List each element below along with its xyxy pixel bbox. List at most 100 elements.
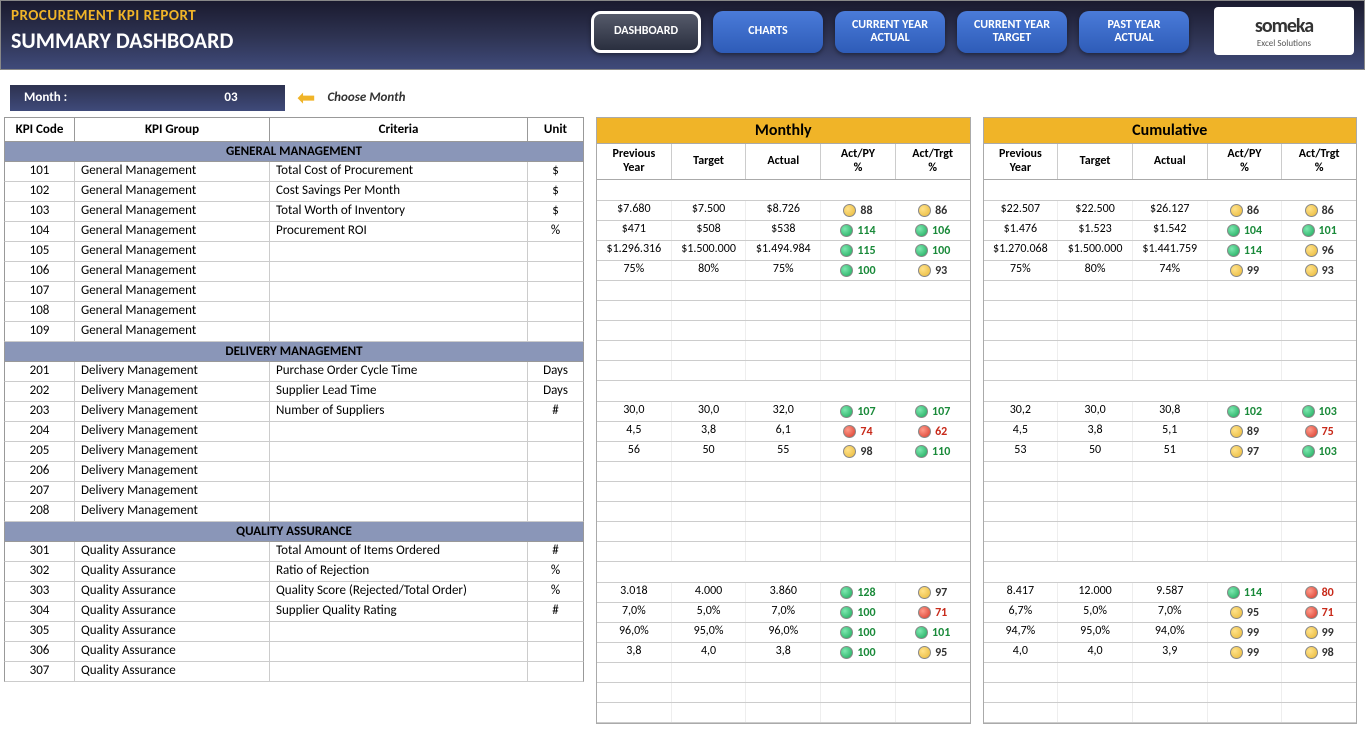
nav-past year[interactable]: PAST YEAR ACTUAL: [1079, 11, 1189, 53]
cell-group: Quality Assurance: [75, 662, 270, 681]
cell-ac: 75%: [746, 261, 821, 280]
cell-code: 303: [5, 582, 75, 601]
blk-col: Act/PY %: [821, 144, 896, 179]
data-row-empty: [597, 703, 970, 723]
cell-unit: %: [528, 582, 583, 601]
data-row-empty: [597, 542, 970, 562]
group-spacer: [597, 562, 970, 583]
nav-dashboard[interactable]: DASHBOARD: [591, 11, 701, 53]
arrow-left-icon: ⬅: [297, 84, 315, 111]
blk-col: Target: [672, 144, 747, 179]
data-row: 96,0%95,0%96,0%100101: [597, 623, 970, 643]
monthly-block: Monthly Previous YearTargetActualAct/PY …: [596, 117, 971, 724]
cell-unit: $: [528, 162, 583, 181]
data-row-empty: [984, 462, 1357, 482]
kpi-table: KPI Code KPI Group Criteria Unit GENERAL…: [4, 117, 584, 724]
cell-py: 4,5: [597, 422, 672, 441]
cell-code: 207: [5, 482, 75, 501]
cell-group: General Management: [75, 242, 270, 261]
indicator: 86: [1282, 201, 1356, 220]
cell-tg: 5,0%: [1058, 603, 1133, 622]
cell-criteria: [270, 442, 528, 461]
cell-unit: [528, 282, 583, 301]
cell-group: Delivery Management: [75, 422, 270, 441]
cell-py: 75%: [597, 261, 672, 280]
cell-py: 94,7%: [984, 623, 1059, 642]
data-row: $1.476$1.523$1.542104101: [984, 221, 1357, 241]
cell-ac: $538: [746, 221, 821, 240]
blk-col: Previous Year: [597, 144, 672, 179]
indicator: 100: [821, 603, 896, 622]
data-row: 8.41712.0009.58711480: [984, 583, 1357, 603]
month-selector[interactable]: Month : 03: [10, 85, 285, 111]
cell-code: 108: [5, 302, 75, 321]
monthly-title: Monthly: [597, 118, 970, 144]
cell-py: $1.296.316: [597, 241, 672, 260]
cell-unit: #: [528, 542, 583, 561]
cell-tg: 80%: [672, 261, 747, 280]
cell-group: General Management: [75, 302, 270, 321]
cell-py: 96,0%: [597, 623, 672, 642]
cell-code: 304: [5, 602, 75, 621]
cell-criteria: [270, 262, 528, 281]
cell-group: Quality Assurance: [75, 542, 270, 561]
indicator: 86: [1208, 201, 1283, 220]
kpi-table-header: KPI Code KPI Group Criteria Unit: [4, 117, 584, 142]
cell-criteria: [270, 242, 528, 261]
group-spacer: [984, 381, 1357, 402]
cell-tg: 4.000: [672, 583, 747, 602]
indicator: 114: [821, 221, 896, 240]
cell-code: 306: [5, 642, 75, 661]
indicator: 99: [1208, 643, 1283, 662]
blk-col: Act/PY %: [1208, 144, 1283, 179]
cell-tg: 95,0%: [1058, 623, 1133, 642]
indicator: 62: [896, 422, 970, 441]
indicator: 93: [1282, 261, 1356, 280]
cell-unit: [528, 622, 583, 641]
cell-py: $1.270.068: [984, 241, 1059, 260]
cell-group: General Management: [75, 202, 270, 221]
cell-unit: [528, 422, 583, 441]
indicator: 100: [821, 623, 896, 642]
cell-code: 305: [5, 622, 75, 641]
cell-ac: 3,8: [746, 643, 821, 662]
indicator: 100: [896, 241, 970, 260]
cell-ac: 7,0%: [1133, 603, 1208, 622]
indicator: 98: [821, 442, 896, 461]
kpi-row: 107General Management: [4, 282, 584, 302]
indicator: 74: [821, 422, 896, 441]
indicator: 80: [1282, 583, 1356, 602]
kpi-row: 306Quality Assurance: [4, 642, 584, 662]
logo-text: someka: [1255, 14, 1313, 38]
cell-tg: $1.500.000: [1058, 241, 1133, 260]
kpi-row: 205Delivery Management: [4, 442, 584, 462]
nav-charts[interactable]: CHARTS: [713, 11, 823, 53]
indicator: 89: [1208, 422, 1283, 441]
data-row: 6,7%5,0%7,0%9571: [984, 603, 1357, 623]
data-row-empty: [597, 502, 970, 522]
cell-ac: 74%: [1133, 261, 1208, 280]
data-row-empty: [984, 341, 1357, 361]
indicator: 100: [821, 643, 896, 662]
cell-tg: 80%: [1058, 261, 1133, 280]
kpi-row: 102General ManagementCost Savings Per Mo…: [4, 182, 584, 202]
cell-group: General Management: [75, 162, 270, 181]
indicator: 86: [896, 201, 970, 220]
cell-tg: 30,0: [1058, 402, 1133, 421]
cell-tg: 30,0: [672, 402, 747, 421]
nav-current year[interactable]: CURRENT YEAR ACTUAL: [835, 11, 945, 53]
col-criteria: Criteria: [270, 118, 528, 141]
cell-tg: 95,0%: [672, 623, 747, 642]
cell-unit: %: [528, 222, 583, 241]
data-row: $471$508$538114106: [597, 221, 970, 241]
cell-group: Delivery Management: [75, 382, 270, 401]
indicator: 104: [1208, 221, 1283, 240]
month-bar: Month : 03 ⬅ Choose Month: [0, 70, 1365, 117]
group-header: DELIVERY MANAGEMENT: [4, 342, 584, 362]
cell-criteria: Total Worth of Inventory: [270, 202, 528, 221]
nav-current year[interactable]: CURRENT YEAR TARGET: [957, 11, 1067, 53]
cell-code: 208: [5, 502, 75, 521]
group-header: GENERAL MANAGEMENT: [4, 142, 584, 162]
data-row-empty: [597, 522, 970, 542]
data-row: 75%80%74%9993: [984, 261, 1357, 281]
